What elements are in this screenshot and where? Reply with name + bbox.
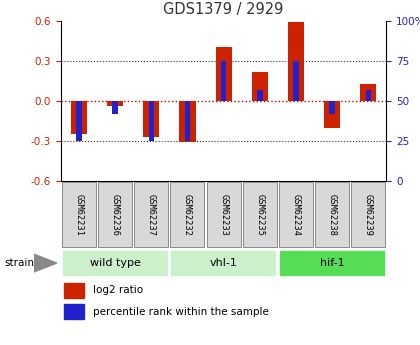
Bar bbox=[64, 283, 84, 297]
Bar bbox=[76, 101, 82, 141]
Bar bbox=[215, 47, 232, 101]
Bar bbox=[107, 101, 123, 106]
Bar bbox=[329, 101, 335, 114]
Bar bbox=[221, 61, 226, 101]
Bar bbox=[113, 101, 118, 114]
Bar bbox=[170, 249, 277, 277]
Text: GSM62238: GSM62238 bbox=[328, 194, 337, 236]
Bar bbox=[257, 90, 262, 101]
Text: GSM62237: GSM62237 bbox=[147, 194, 156, 236]
Bar bbox=[62, 183, 96, 247]
Bar bbox=[278, 249, 386, 277]
Bar bbox=[243, 183, 277, 247]
Bar bbox=[62, 249, 169, 277]
Text: hif-1: hif-1 bbox=[320, 258, 344, 268]
Bar bbox=[360, 83, 376, 101]
Text: strain: strain bbox=[4, 258, 34, 268]
Bar bbox=[64, 305, 84, 319]
Bar bbox=[179, 101, 196, 142]
Bar bbox=[207, 183, 241, 247]
Bar bbox=[71, 101, 87, 134]
Text: wild type: wild type bbox=[90, 258, 141, 268]
Text: log2 ratio: log2 ratio bbox=[94, 285, 144, 295]
Bar bbox=[185, 101, 190, 141]
Bar bbox=[293, 61, 299, 101]
Text: vhl-1: vhl-1 bbox=[210, 258, 238, 268]
Bar bbox=[279, 183, 313, 247]
Bar bbox=[315, 183, 349, 247]
Bar bbox=[171, 183, 205, 247]
Polygon shape bbox=[34, 254, 57, 272]
Text: GSM62236: GSM62236 bbox=[110, 194, 120, 236]
Text: GSM62239: GSM62239 bbox=[364, 194, 373, 236]
Bar bbox=[351, 183, 385, 247]
Text: GSM62232: GSM62232 bbox=[183, 194, 192, 236]
Text: GSM62233: GSM62233 bbox=[219, 194, 228, 236]
Text: GSM62234: GSM62234 bbox=[291, 194, 300, 236]
Bar bbox=[252, 71, 268, 101]
Bar bbox=[288, 22, 304, 101]
Bar bbox=[324, 101, 340, 128]
Text: GSM62235: GSM62235 bbox=[255, 194, 264, 236]
Bar bbox=[143, 101, 160, 137]
Text: percentile rank within the sample: percentile rank within the sample bbox=[94, 307, 269, 317]
Bar bbox=[98, 183, 132, 247]
Title: GDS1379 / 2929: GDS1379 / 2929 bbox=[163, 2, 284, 17]
Text: GSM62231: GSM62231 bbox=[74, 194, 84, 236]
Bar bbox=[149, 101, 154, 141]
Bar bbox=[134, 183, 168, 247]
Bar bbox=[365, 90, 371, 101]
